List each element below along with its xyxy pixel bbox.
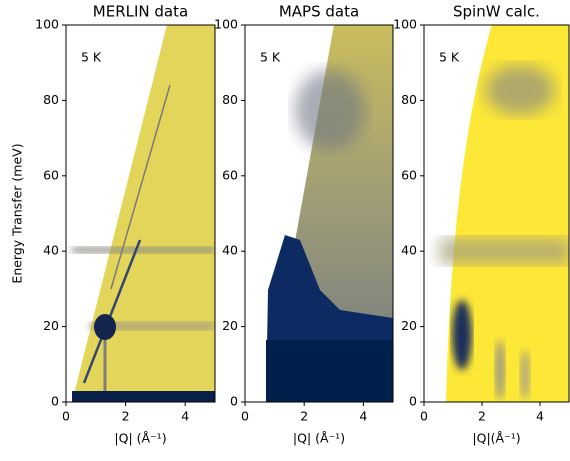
intensity-region (446, 25, 569, 402)
y-tick-label: 100 (214, 17, 238, 32)
y-tick-label: 20 (401, 318, 417, 333)
chart-title: MAPS data (279, 3, 359, 21)
elastic-line (72, 391, 215, 402)
heatmap-image (440, 25, 569, 402)
dispersion (82, 239, 142, 384)
annotation: 5 K (439, 50, 460, 65)
x-tick-label: 0 (420, 409, 428, 424)
intensity-region (72, 25, 215, 402)
axes-frame (65, 24, 216, 403)
x-tick-label: 2 (300, 409, 308, 424)
axes-frame (423, 24, 570, 403)
y-tick-label: 40 (43, 243, 59, 258)
y-tick-label: 0 (51, 394, 59, 409)
band (90, 322, 215, 330)
x-axis-label: |Q|(Å⁻¹) (472, 431, 520, 446)
y-tick-label: 20 (222, 318, 238, 333)
blob (266, 340, 393, 402)
chart-title: MERLIN data (93, 3, 188, 21)
heatmap-image (72, 25, 215, 402)
band (440, 238, 569, 264)
y-tick-label: 80 (401, 92, 417, 107)
x-axis-label: |Q| (Å⁻¹) (114, 431, 166, 446)
annotation: 5 K (260, 50, 281, 65)
blob (295, 70, 365, 150)
y-tick-label: 40 (401, 243, 417, 258)
x-tick-label: 2 (122, 409, 130, 424)
band (495, 340, 505, 400)
y-tick-label: 60 (401, 167, 417, 182)
y-tick-label: 0 (230, 394, 238, 409)
x-tick-label: 2 (478, 409, 486, 424)
y-axis-label: Energy Transfer (meV) (10, 143, 25, 283)
y-tick-label: 80 (222, 92, 238, 107)
blob (94, 314, 116, 340)
x-tick-label: 4 (181, 409, 189, 424)
band (520, 350, 530, 400)
y-tick-label: 0 (409, 394, 417, 409)
y-tick-label: 20 (43, 318, 59, 333)
annotation: 5 K (81, 50, 102, 65)
band (485, 65, 555, 115)
y-tick-label: 80 (43, 92, 59, 107)
x-tick-label: 0 (241, 409, 249, 424)
y-tick-label: 40 (222, 243, 238, 258)
x-tick-label: 0 (62, 409, 70, 424)
axes-frame (244, 24, 394, 403)
y-tick-label: 100 (35, 17, 59, 32)
y-tick-label: 100 (393, 17, 417, 32)
x-tick-label: 4 (536, 409, 544, 424)
chart-title: SpinW calc. (453, 3, 540, 21)
dispersion (110, 84, 171, 290)
y-tick-label: 60 (222, 167, 238, 182)
band (72, 247, 215, 253)
heatmap-image (266, 25, 393, 402)
x-tick-label: 4 (359, 409, 367, 424)
x-axis-label: |Q| (Å⁻¹) (293, 431, 345, 446)
y-tick-label: 60 (43, 167, 59, 182)
blob (452, 300, 472, 370)
